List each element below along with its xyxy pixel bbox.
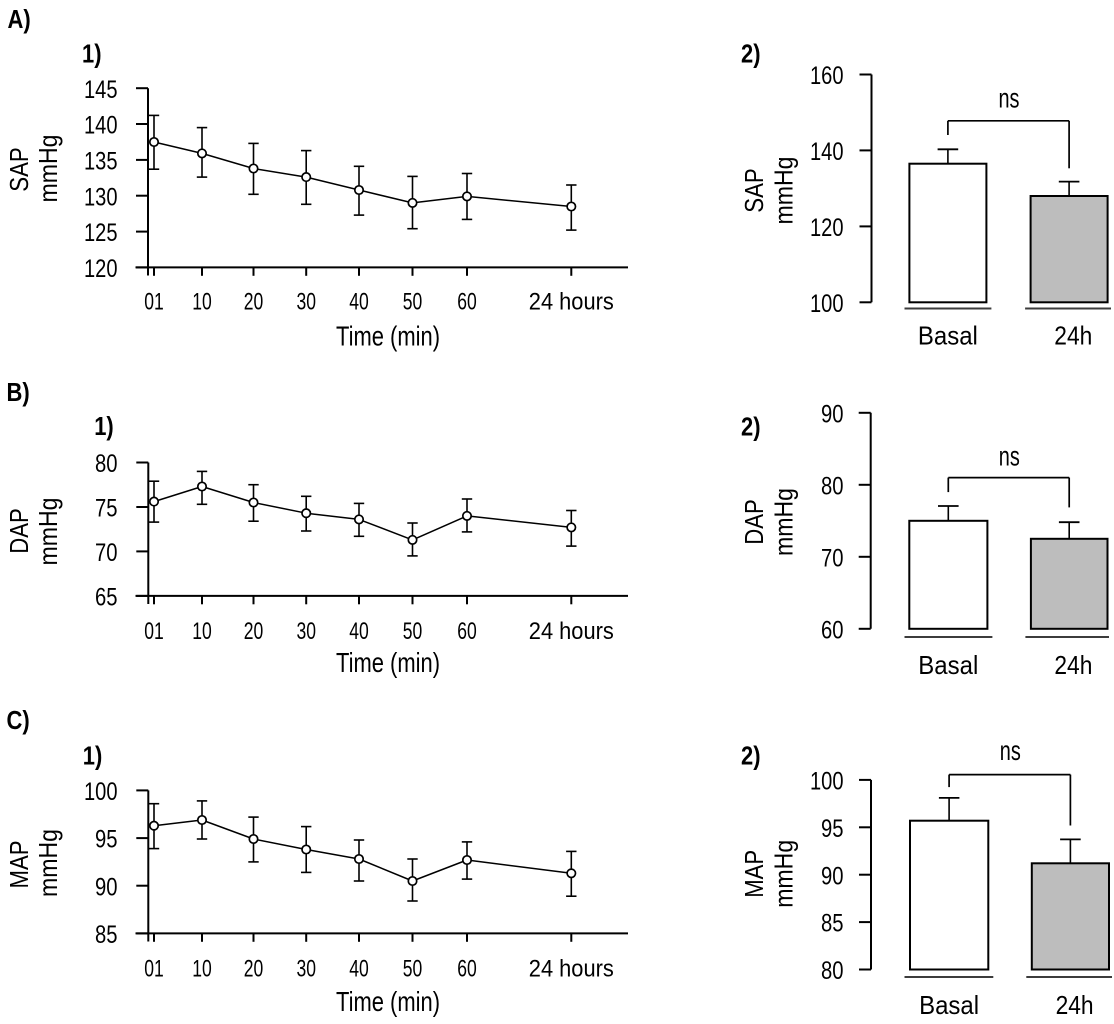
svg-text:01: 01 bbox=[144, 618, 164, 645]
svg-text:mmHg: mmHg bbox=[769, 157, 799, 225]
svg-text:10: 10 bbox=[192, 618, 212, 645]
svg-text:30: 30 bbox=[296, 956, 316, 983]
svg-text:1): 1) bbox=[83, 741, 103, 771]
svg-text:SAP: SAP bbox=[739, 168, 769, 213]
svg-text:140: 140 bbox=[84, 112, 118, 140]
svg-text:50: 50 bbox=[403, 618, 423, 645]
svg-text:24h: 24h bbox=[1054, 320, 1092, 350]
svg-text:40: 40 bbox=[349, 618, 369, 645]
svg-text:Time (min): Time (min) bbox=[336, 321, 440, 352]
svg-text:80: 80 bbox=[821, 472, 844, 500]
svg-text:145: 145 bbox=[84, 76, 118, 104]
svg-text:24h: 24h bbox=[1056, 990, 1094, 1020]
svg-text:80: 80 bbox=[821, 957, 844, 985]
svg-text:70: 70 bbox=[95, 539, 118, 567]
svg-text:95: 95 bbox=[821, 815, 844, 843]
svg-text:140: 140 bbox=[810, 138, 844, 166]
svg-text:160: 160 bbox=[810, 62, 844, 90]
svg-text:100: 100 bbox=[810, 290, 844, 318]
svg-text:60: 60 bbox=[821, 616, 844, 644]
svg-text:10: 10 bbox=[192, 289, 212, 316]
svg-text:2): 2) bbox=[741, 741, 761, 771]
svg-text:mmHg: mmHg bbox=[33, 135, 63, 203]
svg-text:C): C) bbox=[7, 705, 30, 735]
svg-text:24 hours: 24 hours bbox=[529, 618, 614, 645]
svg-text:MAP: MAP bbox=[4, 841, 34, 889]
svg-text:100: 100 bbox=[810, 768, 844, 796]
svg-text:125: 125 bbox=[84, 219, 118, 247]
svg-text:90: 90 bbox=[821, 862, 844, 890]
svg-text:ns: ns bbox=[1000, 735, 1021, 766]
svg-text:1): 1) bbox=[82, 39, 102, 69]
svg-text:24 hours: 24 hours bbox=[529, 289, 614, 316]
svg-text:ns: ns bbox=[999, 83, 1020, 114]
svg-text:85: 85 bbox=[821, 910, 844, 938]
svg-text:Basal: Basal bbox=[918, 650, 978, 680]
svg-text:ns: ns bbox=[999, 441, 1020, 472]
svg-text:60: 60 bbox=[457, 289, 477, 316]
svg-text:Time (min): Time (min) bbox=[336, 986, 440, 1017]
svg-text:80: 80 bbox=[95, 450, 118, 478]
svg-text:24h: 24h bbox=[1054, 650, 1092, 680]
svg-text:85: 85 bbox=[95, 921, 118, 949]
svg-text:70: 70 bbox=[821, 544, 844, 572]
svg-text:mmHg: mmHg bbox=[33, 498, 63, 566]
svg-text:90: 90 bbox=[95, 873, 118, 901]
svg-text:01: 01 bbox=[144, 289, 164, 316]
svg-text:20: 20 bbox=[244, 289, 264, 316]
svg-text:mmHg: mmHg bbox=[769, 488, 799, 556]
svg-text:DAP: DAP bbox=[4, 508, 34, 554]
svg-text:Basal: Basal bbox=[918, 320, 978, 350]
svg-text:2): 2) bbox=[741, 39, 761, 69]
svg-text:60: 60 bbox=[457, 956, 477, 983]
svg-text:60: 60 bbox=[457, 618, 477, 645]
svg-text:20: 20 bbox=[244, 618, 264, 645]
svg-text:135: 135 bbox=[84, 148, 118, 176]
svg-text:40: 40 bbox=[349, 289, 369, 316]
svg-text:DAP: DAP bbox=[739, 499, 769, 545]
svg-text:01: 01 bbox=[144, 956, 164, 983]
svg-text:75: 75 bbox=[95, 495, 118, 523]
svg-text:50: 50 bbox=[403, 289, 423, 316]
svg-text:65: 65 bbox=[95, 584, 118, 612]
svg-text:10: 10 bbox=[192, 956, 212, 983]
svg-text:130: 130 bbox=[84, 183, 118, 211]
svg-text:120: 120 bbox=[810, 214, 844, 242]
svg-text:95: 95 bbox=[95, 826, 118, 854]
svg-text:2): 2) bbox=[741, 412, 761, 442]
svg-text:MAP: MAP bbox=[739, 850, 769, 898]
svg-text:100: 100 bbox=[84, 778, 118, 806]
svg-text:A): A) bbox=[8, 4, 31, 34]
svg-text:40: 40 bbox=[349, 956, 369, 983]
svg-text:90: 90 bbox=[821, 400, 844, 428]
svg-text:Time (min): Time (min) bbox=[336, 647, 440, 678]
svg-text:Basal: Basal bbox=[919, 990, 979, 1020]
svg-text:SAP: SAP bbox=[4, 147, 34, 192]
svg-text:1): 1) bbox=[94, 411, 114, 441]
svg-text:B): B) bbox=[7, 377, 30, 407]
svg-text:120: 120 bbox=[84, 255, 118, 283]
svg-text:30: 30 bbox=[296, 618, 316, 645]
svg-text:50: 50 bbox=[403, 956, 423, 983]
svg-text:20: 20 bbox=[244, 956, 264, 983]
svg-text:mmHg: mmHg bbox=[33, 829, 63, 897]
svg-text:30: 30 bbox=[296, 289, 316, 316]
svg-text:24 hours: 24 hours bbox=[529, 956, 614, 983]
svg-text:mmHg: mmHg bbox=[769, 840, 799, 908]
